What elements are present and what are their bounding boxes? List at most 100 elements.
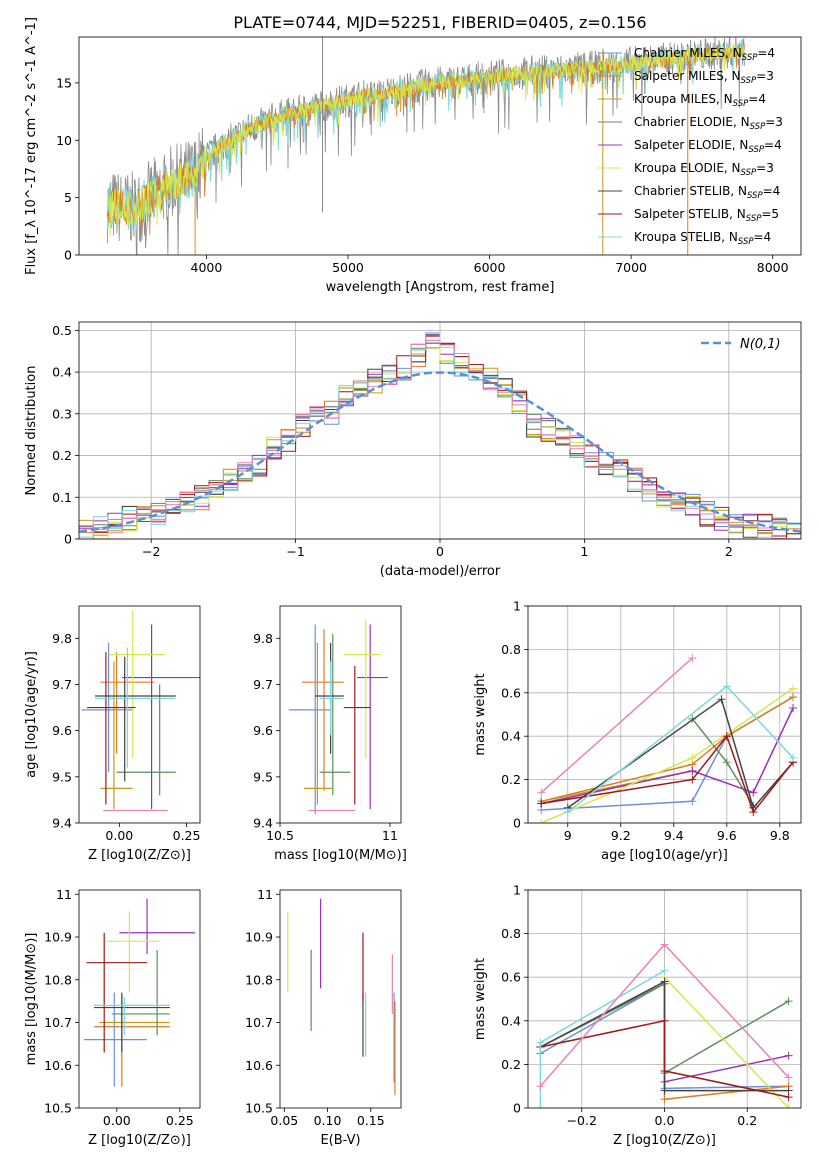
series-salpeter-miles [537,693,798,806]
series-marker [688,797,697,806]
x-tick-label: 0 [436,544,444,559]
x-tick-label: 1 [580,544,588,559]
series-marker [563,808,572,817]
point-salpeter-miles [302,629,344,791]
legend-label: Kroupa ELODIE, NSSP=3 [634,161,774,178]
y-tick-label: 10.5 [44,1101,72,1116]
x-tick-label: 9.6 [717,828,737,843]
series-marker [789,693,798,702]
legend-label: Chabrier MILES, NSSP=4 [634,46,775,63]
y-tick-label: 0.6 [501,685,521,700]
x-axis-label: age [log10(age/yr)] [601,848,728,863]
y-tick-label: 10.7 [44,1015,72,1030]
series-marker [789,703,798,712]
series-line [663,976,790,1108]
legend-label: Salpeter STELIB, NSSP=5 [634,207,779,224]
point-chabrier-elodie [116,684,176,796]
series-marker [784,1093,793,1102]
series-marker [789,684,798,693]
series-marker [722,758,731,767]
legend-label: N(0,1) [740,337,781,352]
series-marker [660,977,669,986]
y-tick-label: 1 [513,883,521,898]
plot-area [84,898,195,1087]
y-tick-label: 0.8 [501,642,521,657]
y-tick-label: 10.7 [245,1015,273,1030]
series-marker [784,1051,793,1060]
point-kroupa-stelib [319,661,344,736]
series-marker [660,1066,669,1075]
y-tick-label: 15 [56,75,72,90]
x-tick-label: −2 [142,544,160,559]
point-salpeter-elodie [357,624,388,810]
series-salpeter-stelib [537,732,798,817]
point-kroupa-miles [304,642,333,805]
series-marker [789,753,798,762]
x-axis-label: (data-model)/error [380,564,501,579]
axes-frame [78,889,201,1109]
y-tick-label: 0.2 [52,448,72,463]
panel-age_vs_Z: 0.00 0.25 9.4 9.5 9.6 9.7 9.8 Z [log10(Z/Z⊙)] ag… [24,605,201,863]
series-line [664,1054,789,1083]
plot-area [537,654,798,823]
point-kroupa-miles [99,1001,170,1066]
series-pink [536,940,793,1091]
y-tick-label: 9.4 [52,816,72,831]
y-tick-label: 0.5 [52,323,72,338]
y-tick-label: 10.8 [44,972,72,987]
series-marker [537,819,546,823]
x-tick-label: 0.25 [173,828,201,843]
series-marker [722,732,731,741]
series-marker [660,1086,669,1095]
panel-mass_vs_Z: 0.00 0.25 10.5 10.6 10.7 10.8 10.9 11 Z [log10(Z… [24,887,201,1148]
y-tick-label: 0 [64,248,72,263]
y-axis-label: mass [log10(M/M⊙)] [24,933,39,1066]
panel-age_vs_mass: 10.5 11 9.4 9.5 9.6 9.7 9.8 mass [log10(M/M⊙)] [253,605,407,863]
y-axis-label: Normed distribution [24,366,39,496]
series-marker [536,1038,545,1047]
y-tick-label: 10.6 [44,1058,72,1073]
point-salpeter-stelib [86,932,148,1053]
plot-area [536,940,793,1108]
y-tick-label: 0.2 [501,772,521,787]
point-kroupa-elodie [106,911,160,993]
series-marker [688,753,697,762]
series-marker [688,654,697,663]
y-tick-label: 10.5 [245,1101,273,1116]
legend-label: Chabrier ELODIE, NSSP=3 [634,115,783,132]
y-axis-label: Flux [f_λ 10^-17 erg cm^-2 s^-1 A^-1] [24,17,39,275]
y-tick-label: 0.4 [501,1013,521,1028]
point-chabrier-miles [84,992,148,1087]
axes-frame [279,605,402,824]
series-marker [660,966,669,975]
x-axis-label: Z [log10(Z/Z⊙)] [88,1133,191,1148]
x-tick-label: 0.0 [655,1113,675,1128]
series-marker [537,788,546,797]
legend-label: Kroupa STELIB, NSSP=4 [634,230,771,247]
series-marker [749,788,758,797]
point-kroupa-stelib [95,647,176,768]
x-tick-label: −0.2 [567,1113,597,1128]
series-marker [722,682,731,691]
x-tick-label: 0.00 [103,1113,131,1128]
y-tick-label: 9.5 [253,769,273,784]
series-marker [688,766,697,775]
y-tick-label: 0.1 [52,490,72,505]
x-axis-label: Z [log10(Z/Z⊙)] [88,848,191,863]
panel-mass_vs_ebv: 0.05 0.10 0.15 10.5 10.6 10.7 10.8 10.9 11 E(B-V) [245,887,402,1148]
y-tick-label: 9.8 [253,631,273,646]
series-marker [717,695,726,704]
panel-weight_vs_Z: −0.2 0.0 0.2 0 0.2 0.4 0.6 0.8 1 Z [log10(Z/Z⊙)] m… [473,883,802,1148]
x-tick-label: 7000 [615,260,647,275]
x-tick-label: 9 [564,828,572,843]
y-tick-label: 9.6 [253,723,273,738]
y-tick-label: 9.7 [52,677,72,692]
x-tick-label: 4000 [191,260,223,275]
x-tick-label: −1 [286,544,304,559]
series-marker [784,1104,793,1108]
histogram-pink [79,340,801,539]
point-kroupa-stelib [94,996,170,1036]
point-salpeter-miles [94,996,170,1087]
x-axis-label: E(B-V) [320,1133,360,1148]
point-salpeter-stelib [87,652,136,805]
